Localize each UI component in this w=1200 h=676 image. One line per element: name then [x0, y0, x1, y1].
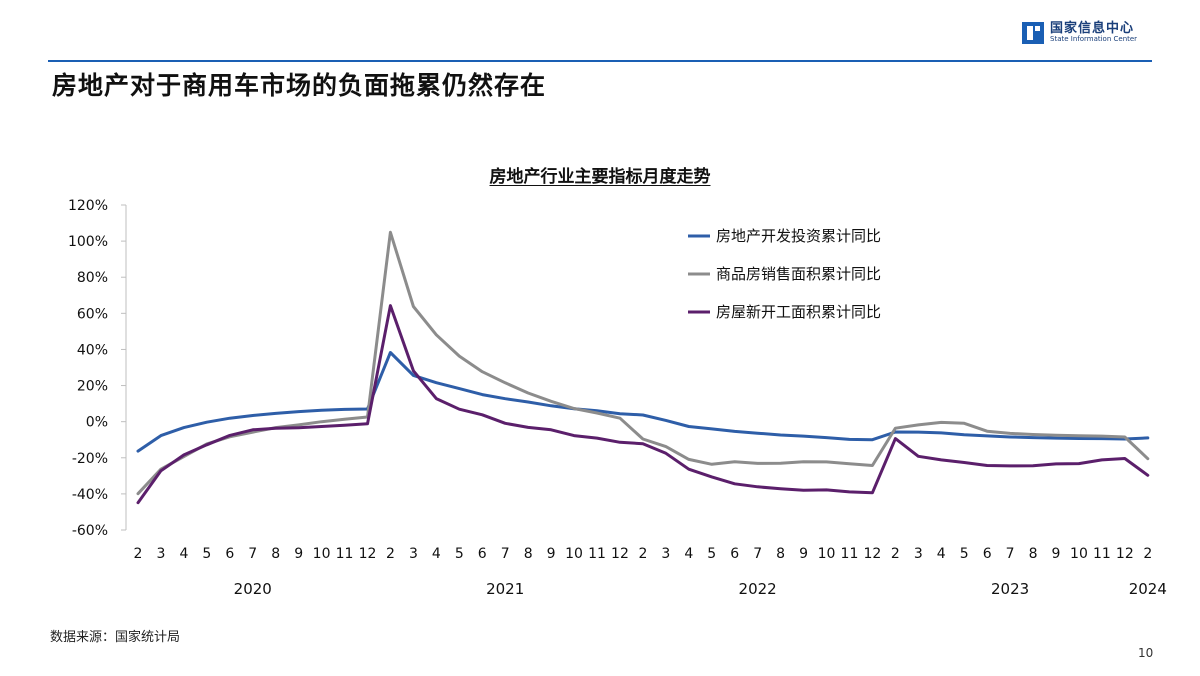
x-tick-label: 11 — [841, 546, 859, 562]
x-year-label: 2022 — [739, 580, 777, 598]
series-line — [136, 230, 1150, 496]
x-tick-label: 3 — [409, 546, 418, 562]
y-tick-label: 0% — [86, 415, 108, 431]
y-tick-label: 40% — [77, 342, 108, 358]
x-tick-label: 7 — [753, 546, 762, 562]
x-tick-label: 8 — [271, 546, 280, 562]
x-tick-label: 8 — [1029, 546, 1038, 562]
x-tick-label: 10 — [565, 546, 583, 562]
x-tick-label: 7 — [1006, 546, 1015, 562]
x-tick-label: 10 — [313, 546, 331, 562]
x-tick-label: 2 — [891, 546, 900, 562]
x-tick-label: 5 — [960, 546, 969, 562]
x-tick-label: 9 — [799, 546, 808, 562]
x-tick-label: 6 — [730, 546, 739, 562]
y-tick-label: 80% — [77, 270, 108, 286]
logo-name-en: State Information Center — [1050, 35, 1138, 44]
series-line — [136, 304, 1150, 505]
x-tick-label: 4 — [432, 546, 441, 562]
chart-title: 房地产行业主要指标月度走势 — [489, 167, 711, 187]
x-tick-label: 7 — [501, 546, 510, 562]
x-tick-label: 9 — [294, 546, 303, 562]
series-line — [136, 351, 1150, 453]
y-tick-label: 20% — [77, 379, 108, 395]
x-tick-label: 12 — [359, 546, 377, 562]
x-year-label: 2020 — [234, 580, 272, 598]
x-tick-label: 3 — [156, 546, 165, 562]
x-year-label: 2023 — [991, 580, 1029, 598]
y-tick-label: -60% — [72, 523, 108, 539]
x-tick-label: 6 — [983, 546, 992, 562]
y-tick-label: 120% — [68, 198, 108, 214]
legend-label: 房地产开发投资累计同比 — [716, 227, 881, 245]
x-tick-label: 8 — [776, 546, 785, 562]
source-note: 数据来源：国家统计局 — [50, 630, 181, 645]
x-tick-label: 5 — [202, 546, 211, 562]
x-tick-label: 4 — [937, 546, 946, 562]
x-tick-label: 10 — [1070, 546, 1088, 562]
y-tick-label: -40% — [72, 487, 108, 503]
x-tick-label: 5 — [455, 546, 464, 562]
x-tick-label: 6 — [478, 546, 487, 562]
x-tick-label: 11 — [1093, 546, 1111, 562]
x-tick-label: 12 — [863, 546, 881, 562]
x-tick-label: 10 — [818, 546, 836, 562]
header-divider — [48, 60, 1152, 62]
y-tick-label: 60% — [77, 306, 108, 322]
legend-label: 房屋新开工面积累计同比 — [716, 303, 881, 321]
x-tick-label: 6 — [225, 546, 234, 562]
y-tick-label: -20% — [72, 451, 108, 467]
logo-name-cn: 国家信息中心 — [1050, 21, 1135, 36]
x-tick-label: 9 — [547, 546, 556, 562]
logo-mark-icon — [1022, 22, 1044, 44]
legend-label: 商品房销售面积累计同比 — [716, 265, 881, 283]
page-number: 10 — [1138, 646, 1154, 660]
x-tick-label: 12 — [611, 546, 629, 562]
x-tick-label: 4 — [179, 546, 188, 562]
x-tick-label: 9 — [1052, 546, 1061, 562]
x-tick-label: 3 — [661, 546, 670, 562]
x-tick-label: 2 — [386, 546, 395, 562]
page-title: 房地产对于商用车市场的负面拖累仍然存在 — [52, 71, 547, 100]
x-tick-label: 12 — [1116, 546, 1134, 562]
x-tick-label: 3 — [914, 546, 923, 562]
y-tick-label: 100% — [68, 234, 108, 250]
x-year-label: 2024 — [1129, 580, 1167, 598]
x-tick-label: 8 — [524, 546, 533, 562]
x-tick-label: 5 — [707, 546, 716, 562]
x-year-label: 2021 — [486, 580, 524, 598]
x-tick-label: 2 — [1143, 546, 1152, 562]
x-tick-label: 11 — [588, 546, 606, 562]
x-tick-label: 4 — [684, 546, 693, 562]
logo: 国家信息中心 State Information Center — [1022, 21, 1138, 44]
logo-texts: 国家信息中心 State Information Center — [1050, 21, 1138, 44]
x-tick-label: 7 — [248, 546, 257, 562]
x-tick-label: 11 — [336, 546, 354, 562]
x-tick-label: 2 — [134, 546, 143, 562]
x-tick-label: 2 — [638, 546, 647, 562]
